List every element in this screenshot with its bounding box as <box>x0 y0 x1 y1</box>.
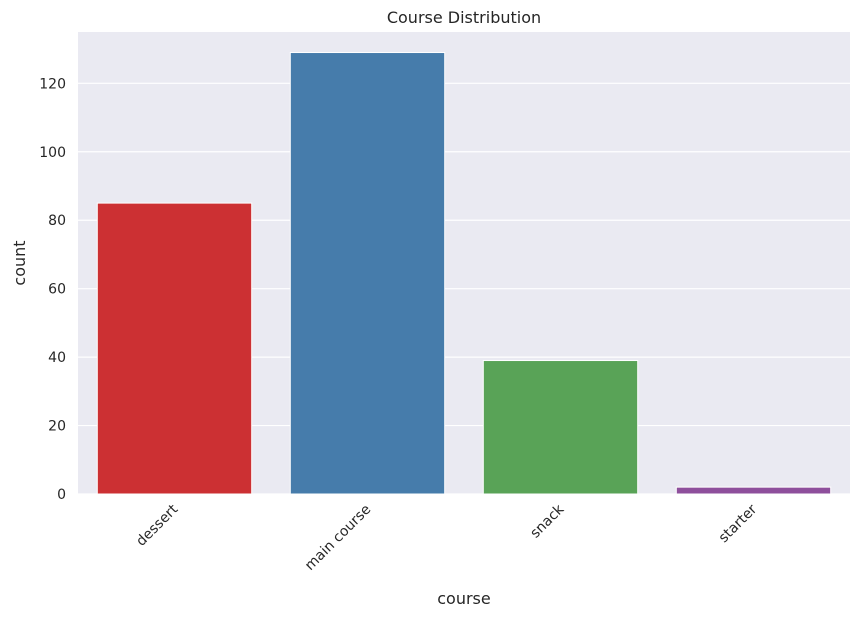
x-tick-label: dessert <box>133 501 181 549</box>
chart-title: Course Distribution <box>387 8 541 27</box>
y-tick-label: 120 <box>39 76 66 92</box>
x-tick-label: snack <box>527 501 568 542</box>
bar-main-course <box>289 52 446 495</box>
y-axis-label: count <box>10 240 29 285</box>
y-tick-label: 100 <box>39 145 66 161</box>
x-tick-label: main course <box>302 502 374 574</box>
x-tick-label: starter <box>716 501 761 546</box>
y-tick-label: 0 <box>57 487 66 503</box>
y-axis-ticks: 0 20 40 60 80 100 120 <box>39 76 66 503</box>
bar-snack <box>482 360 639 495</box>
bar-dessert <box>96 202 253 495</box>
y-tick-label: 80 <box>48 213 66 229</box>
bars <box>96 52 832 495</box>
y-tick-label: 20 <box>48 419 66 435</box>
y-tick-label: 60 <box>48 282 66 298</box>
bar-starter <box>675 486 832 495</box>
y-tick-label: 40 <box>48 350 66 366</box>
x-axis-label: course <box>437 589 490 608</box>
x-axis-ticks: dessert main course snack starter <box>133 501 760 574</box>
